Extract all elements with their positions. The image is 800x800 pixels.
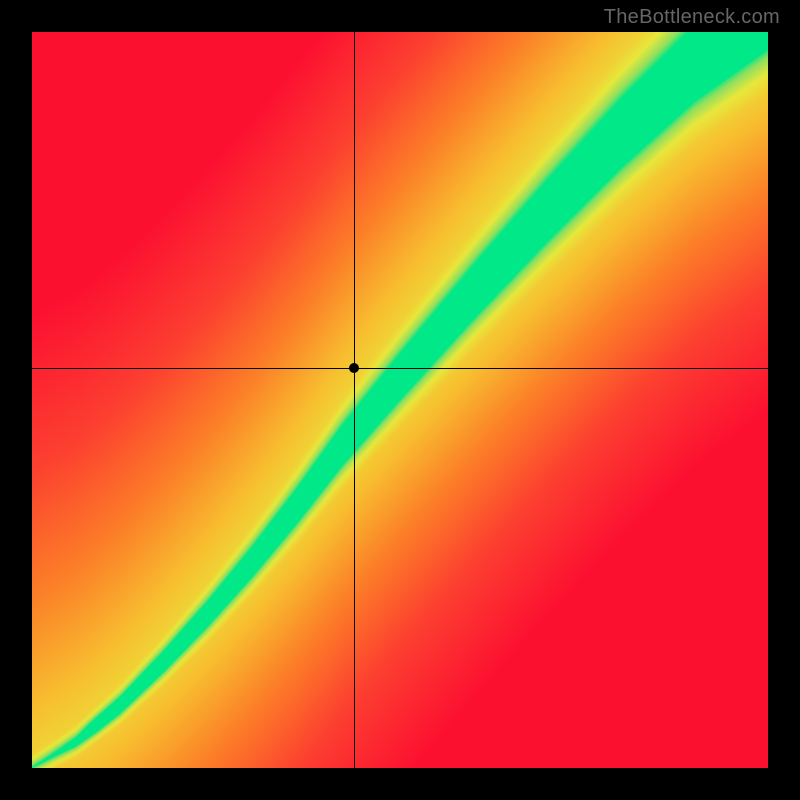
crosshair-vertical — [354, 32, 355, 768]
crosshair-marker — [349, 363, 359, 373]
plot-area — [32, 32, 768, 768]
watermark-text: TheBottleneck.com — [604, 6, 780, 29]
crosshair-horizontal — [32, 368, 768, 369]
heatmap-canvas — [32, 32, 768, 768]
chart-container: TheBottleneck.com — [0, 0, 800, 800]
